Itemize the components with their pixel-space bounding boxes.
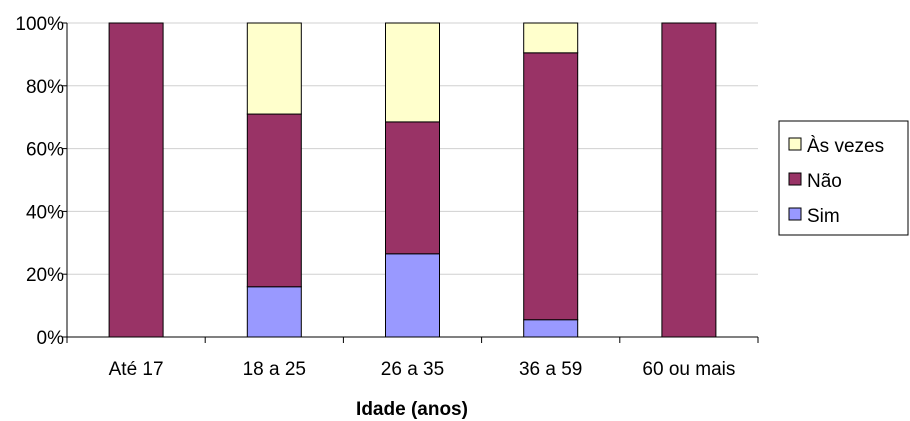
bar-segment--s-vezes — [246, 22, 302, 115]
y-tick-label: 100% — [15, 14, 64, 35]
y-tick-labels: 0% 20% 40% 60% 80% 100% — [15, 14, 64, 349]
bar-segment-n-o — [246, 113, 302, 288]
x-tick-label: 18 a 25 — [243, 359, 306, 380]
x-tick-label: Até 17 — [109, 359, 164, 380]
legend-label: Sim — [807, 206, 840, 227]
bars — [108, 22, 717, 338]
y-tick-label: 40% — [26, 202, 64, 223]
bar-segment--s-vezes — [523, 22, 579, 54]
x-axis-title: Idade (anos) — [356, 399, 468, 420]
x-tick-label: 60 ou mais — [642, 359, 735, 380]
legend-swatch — [788, 137, 802, 151]
y-tick-label: 0% — [37, 328, 65, 349]
bar-segment-n-o — [385, 121, 440, 255]
legend-label: Não — [807, 171, 842, 192]
x-tick-label: 26 a 35 — [381, 359, 444, 380]
bar-segment--s-vezes — [385, 22, 440, 123]
bar-segment-n-o — [523, 52, 579, 321]
x-tick-label: 36 a 59 — [519, 359, 582, 380]
legend: Às vezes Não Sim — [778, 120, 909, 236]
bar-segment-sim — [385, 253, 440, 338]
bar-segment-sim — [523, 319, 579, 338]
y-tick-label: 80% — [26, 77, 64, 98]
legend-label: Às vezes — [807, 136, 884, 157]
axes — [62, 22, 759, 343]
legend-swatch — [788, 207, 802, 221]
bar-segment-n-o — [108, 22, 164, 338]
y-tick-label: 20% — [26, 265, 64, 286]
bar-segment-n-o — [661, 22, 717, 338]
y-tick-label: 60% — [26, 140, 64, 161]
x-tick-labels: Até 17 18 a 25 26 a 35 36 a 59 60 ou mais — [109, 359, 736, 380]
legend-swatch — [788, 172, 802, 186]
bar-segment-sim — [246, 286, 302, 338]
